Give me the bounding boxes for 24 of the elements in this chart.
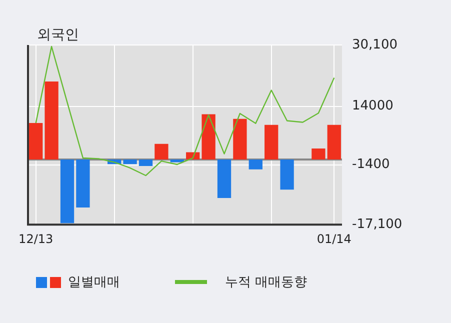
bar [327, 124, 341, 160]
bar [217, 160, 232, 198]
bar [233, 118, 247, 160]
bar [202, 114, 216, 160]
y-tick-label: 30,100 [352, 37, 398, 52]
bar [60, 160, 74, 224]
bar [76, 160, 90, 208]
y-tick-label: 14000 [352, 98, 394, 114]
chart-title: 외국인 [37, 26, 79, 44]
bar [154, 144, 168, 160]
bar [138, 160, 153, 166]
y-tick-label: -1400 [352, 157, 390, 172]
x-tick-label: 01/14 [316, 232, 352, 246]
bar [312, 148, 326, 160]
bar [280, 160, 294, 190]
bar [123, 160, 137, 164]
bar [248, 160, 262, 170]
x-tick-label: 12/13 [18, 232, 54, 246]
bar [29, 123, 43, 160]
legend-label: 누적 매매동향 [225, 274, 308, 291]
legend-label: 일별매매 [68, 274, 120, 291]
bar [264, 124, 278, 160]
bar [44, 82, 58, 160]
y-tick-label: -17,100 [352, 216, 402, 232]
